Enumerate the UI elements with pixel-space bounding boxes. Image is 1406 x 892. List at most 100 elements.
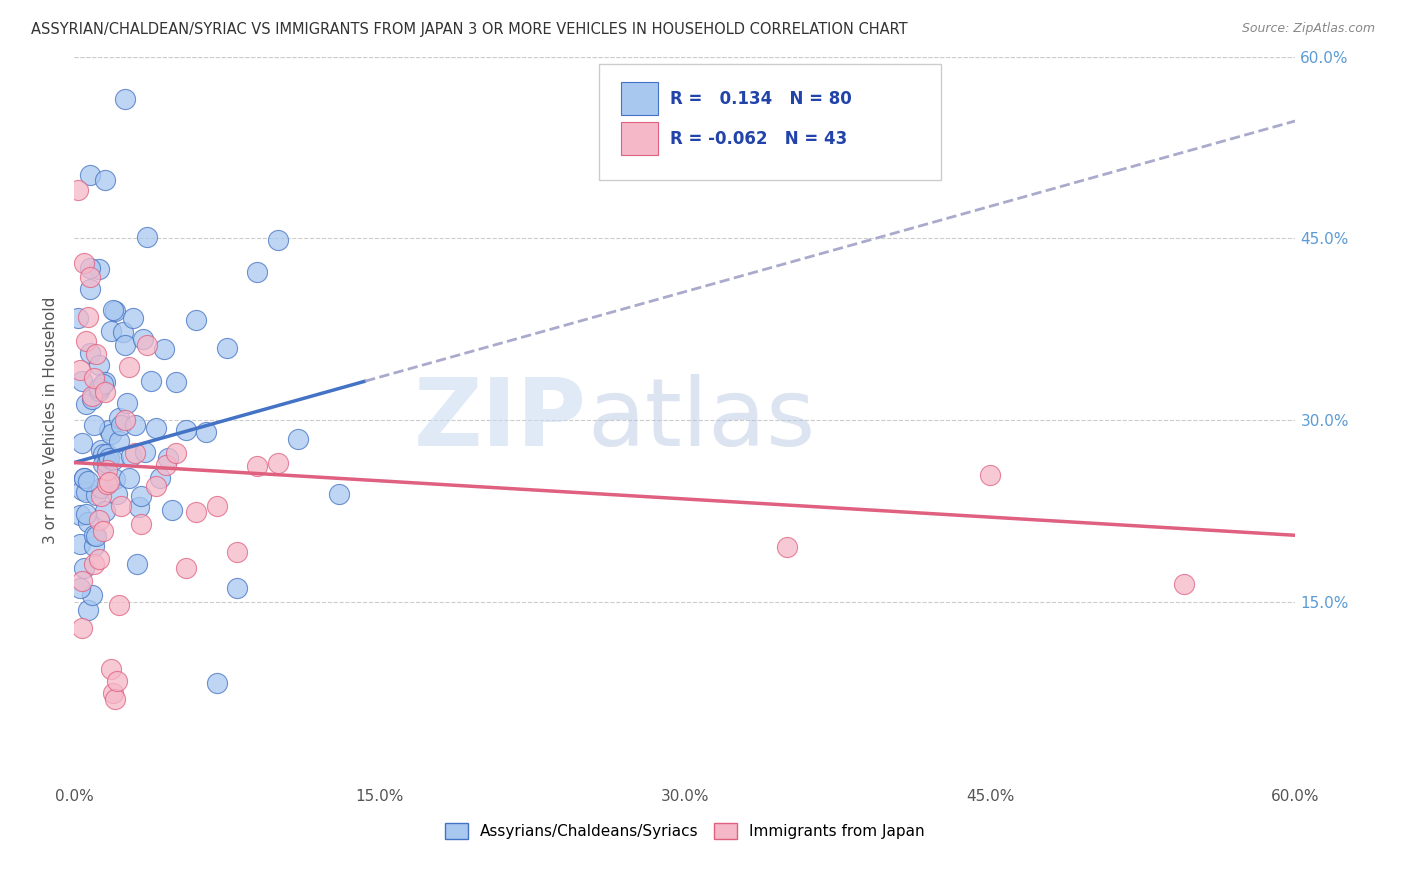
Point [70,574,93,588]
Point [118,471,141,485]
Point [93,504,115,518]
Point [73,255,96,269]
Point [205,675,228,690]
Point [87,261,110,276]
Point [82,389,104,403]
Point [287,432,309,446]
Point [120,449,142,463]
Point [86,346,108,360]
Point [83,528,105,542]
Point [165,446,187,460]
Point [205,499,228,513]
FancyBboxPatch shape [599,64,941,180]
Point [69,536,91,550]
Point [75,484,97,499]
Point [91,447,114,461]
Point [127,557,149,571]
Point [77,474,100,488]
Point [96,477,118,491]
FancyBboxPatch shape [621,122,658,155]
Point [90,481,112,495]
Point [91,524,114,539]
Point [110,500,132,514]
Point [186,313,208,327]
Point [79,261,101,276]
Point [134,445,156,459]
Point [266,233,288,247]
Point [155,458,177,473]
Text: ZIP: ZIP [415,375,588,467]
Point [129,516,152,531]
Point [124,418,146,433]
Point [97,423,120,437]
Point [149,471,172,485]
Point [97,475,120,490]
Point [101,302,124,317]
Point [114,413,136,427]
Point [79,282,101,296]
Point [186,505,208,519]
Point [156,451,179,466]
Point [70,374,93,388]
Point [70,483,93,498]
Point [174,561,197,575]
Point [87,381,110,395]
Point [69,363,91,377]
Point [77,515,100,529]
Point [108,598,131,612]
Point [114,92,136,106]
Text: atlas: atlas [588,375,815,467]
Point [75,397,97,411]
Y-axis label: 3 or more Vehicles in Household: 3 or more Vehicles in Household [44,296,58,544]
Text: Source: ZipAtlas.com: Source: ZipAtlas.com [1241,22,1375,36]
Point [246,264,269,278]
Point [75,507,97,521]
Point [75,334,97,349]
Point [100,662,122,676]
Point [132,332,155,346]
Point [73,471,96,485]
Point [152,342,174,356]
Point [145,421,167,435]
Point [69,508,91,522]
Point [100,427,122,442]
Point [101,686,124,700]
Point [86,488,108,502]
Point [100,324,122,338]
Point [165,376,187,390]
Point [145,479,167,493]
Point [70,621,93,635]
Point [83,418,105,433]
Point [77,310,100,324]
Point [93,173,115,187]
Point [87,552,110,566]
Point [97,450,120,465]
Point [86,528,108,542]
Point [195,425,218,440]
Point [775,541,797,555]
Point [83,539,105,553]
Point [115,396,138,410]
Point [122,310,145,325]
Point [328,487,350,501]
FancyBboxPatch shape [621,82,658,115]
Point [108,410,131,425]
Point [82,392,104,406]
Point [1173,576,1195,591]
Point [90,489,112,503]
Text: R = -0.062   N = 43: R = -0.062 N = 43 [671,130,848,148]
Point [77,603,100,617]
Point [101,452,124,467]
Point [105,673,128,688]
Point [73,561,96,575]
Point [129,489,152,503]
Point [90,442,112,457]
Point [104,304,127,318]
Point [93,384,115,399]
Text: ASSYRIAN/CHALDEAN/SYRIAC VS IMMIGRANTS FROM JAPAN 3 OR MORE VEHICLES IN HOUSEHOL: ASSYRIAN/CHALDEAN/SYRIAC VS IMMIGRANTS F… [31,22,907,37]
Point [67,310,90,325]
Point [79,269,101,284]
Point [979,467,1001,482]
Text: R =   0.134   N = 80: R = 0.134 N = 80 [671,90,852,108]
Point [73,471,96,485]
